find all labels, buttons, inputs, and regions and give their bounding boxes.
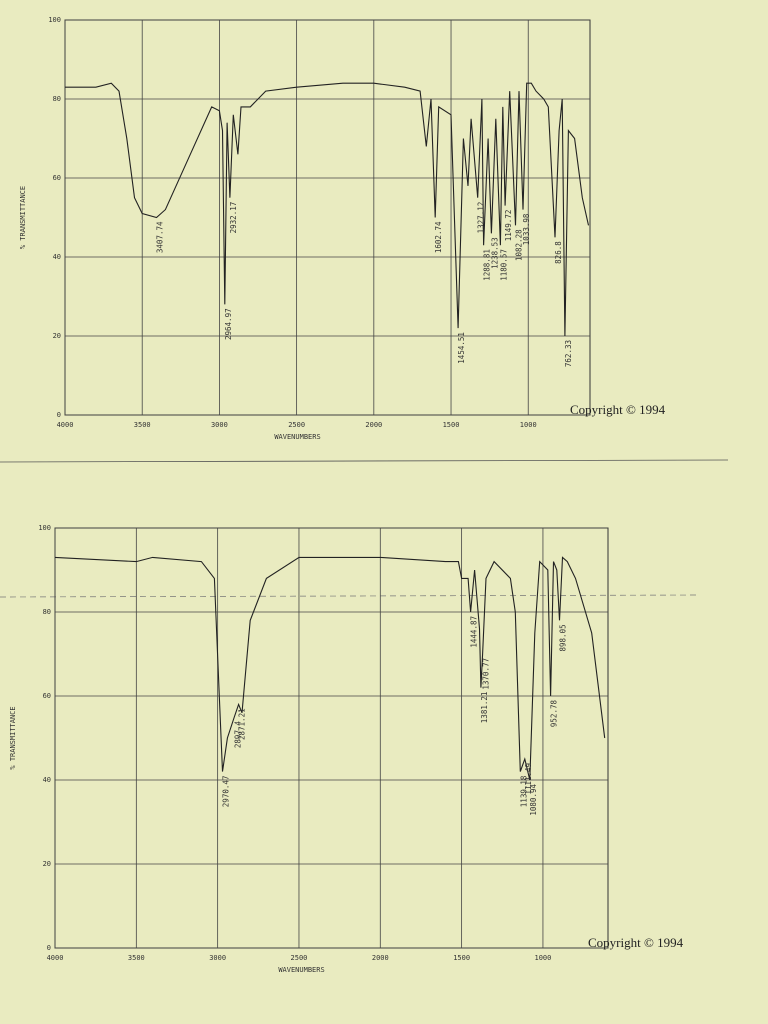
peak-label: 1602.74 [434,221,443,253]
separator [0,594,701,598]
x-tick-label: 2000 [365,421,382,429]
y-tick-label: 100 [48,16,61,24]
peak-label: 1327.12 [477,202,486,234]
peak-label: 762.33 [564,340,573,367]
y-tick-label: 0 [57,411,61,419]
peak-label: 1454.51 [457,332,466,364]
peak-label: 1111.49 [524,763,533,795]
spectrum-line [54,556,606,781]
peak-label: 3407.74 [155,221,164,253]
peak-label: 898.05 [559,624,568,651]
x-tick-label: 3000 [211,421,228,429]
x-tick-label: 2000 [372,954,389,962]
x-axis-label: WAVENUMBERS [274,433,320,441]
y-axis-label: % TRANSMITTANCE [19,186,27,249]
y-tick-label: 40 [43,776,51,784]
y-tick-label: 60 [53,174,61,182]
y-tick-label: 60 [43,692,51,700]
x-tick-label: 3500 [134,421,151,429]
peak-label: 2871.21 [238,708,247,740]
x-tick-label: 2500 [291,954,308,962]
y-axis-label: % TRANSMITTANCE [9,706,17,769]
peak-label: 1370.77 [482,658,491,690]
y-tick-label: 80 [53,95,61,103]
y-tick-label: 0 [47,944,51,952]
x-tick-label: 1000 [520,421,537,429]
x-tick-label: 3500 [128,954,145,962]
y-tick-label: 80 [43,608,51,616]
peak-label: 1149.72 [504,210,513,242]
peak-label: 1288.81 [483,249,492,281]
peak-label: 2932.17 [229,202,238,234]
x-tick-label: 3000 [209,954,226,962]
peak-label: 2970.47 [221,776,230,808]
y-tick-label: 40 [53,253,61,261]
peak-label: 1080.94 [529,784,538,816]
peak-label: 952.78 [550,700,559,728]
peak-label: 1139.18 [519,775,528,807]
separator [0,459,729,463]
x-tick-label: 2500 [288,421,305,429]
peak-label: 1082.28 [515,229,524,261]
peak-label: 826.8 [554,241,563,264]
peak-label: 2897.4 [233,721,242,749]
x-tick-label: 1500 [453,954,470,962]
peak-label: 1238.53 [490,237,499,269]
copyright: Copyright © 1994 [588,935,684,950]
x-tick-label: 1000 [535,954,552,962]
peak-label: 1444.87 [470,616,479,648]
x-tick-label: 1500 [443,421,460,429]
x-tick-label: 4000 [57,421,74,429]
peak-label: 1033.98 [522,213,531,245]
peak-label: 1381.21 [480,692,489,724]
peak-label: 2964.97 [224,308,233,340]
spectrum-line [65,82,590,337]
y-tick-label: 100 [38,524,51,532]
y-tick-label: 20 [53,332,61,340]
peak-label: 1180.57 [499,249,508,281]
y-tick-label: 20 [43,860,51,868]
x-axis-label: WAVENUMBERS [278,966,324,974]
copyright: Copyright © 1994 [570,402,666,417]
x-tick-label: 4000 [47,954,64,962]
